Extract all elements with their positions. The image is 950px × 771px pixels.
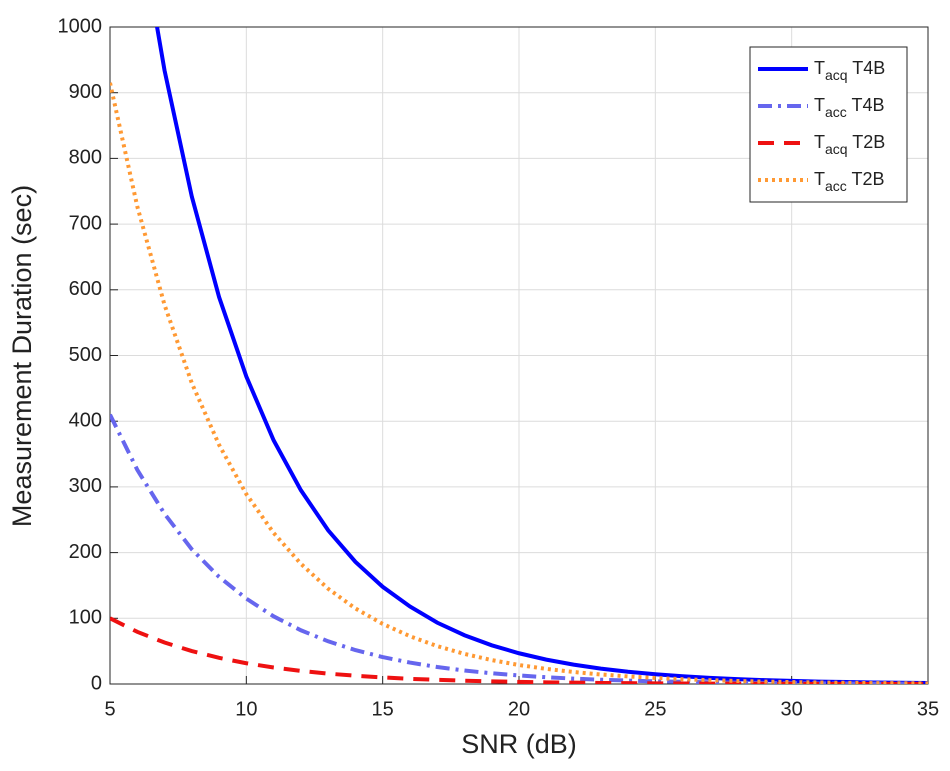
y-tick-label: 200: [69, 541, 102, 563]
y-tick-label: 600: [69, 278, 102, 300]
legend-box: [749, 46, 908, 203]
x-tick-label: 30: [781, 698, 803, 720]
legend-label: Tacq T4B: [814, 58, 885, 83]
y-tick-label: 800: [69, 147, 102, 169]
legend-label: Tacq T2B: [814, 132, 885, 157]
x-tick-label: 20: [508, 698, 530, 720]
x-tick-label: 10: [235, 698, 257, 720]
series-line: [110, 82, 928, 684]
y-tick-label: 500: [69, 344, 102, 366]
x-tick-label: 5: [104, 698, 115, 720]
legend-label: Tacc T2B: [814, 169, 884, 194]
plot-lines: [110, 27, 928, 684]
series-line: [110, 616, 928, 684]
y-tick-label: 700: [69, 212, 102, 234]
x-tick-label: 15: [372, 698, 394, 720]
legend-label: Tacc T4B: [814, 95, 884, 120]
y-tick-label: 0: [91, 672, 102, 694]
x-tick-label: 35: [917, 698, 939, 720]
x-axis-label: SNR (dB): [461, 729, 577, 759]
y-tick-label: 400: [69, 409, 102, 431]
y-tick-label: 100: [69, 607, 102, 629]
y-tick-label: 1000: [58, 15, 103, 37]
series-line: [155, 27, 928, 684]
x-tick-label: 25: [644, 698, 666, 720]
axes-frame: [109, 26, 929, 685]
y-tick-label: 300: [69, 475, 102, 497]
y-tick-label: 900: [69, 81, 102, 103]
y-axis-label: Measurement Duration (sec): [7, 185, 37, 527]
